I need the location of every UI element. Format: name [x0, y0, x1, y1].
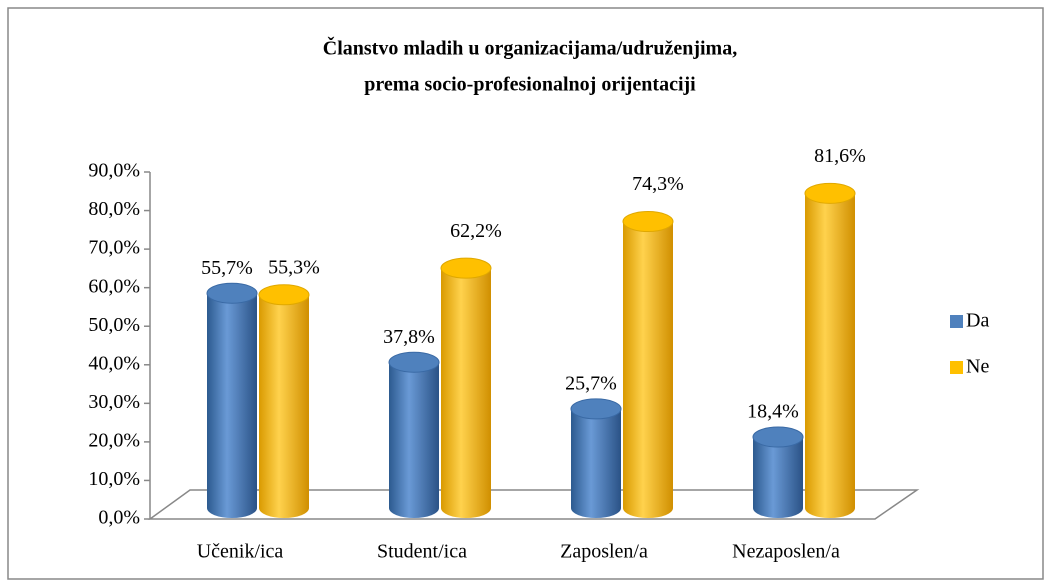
bar	[207, 293, 257, 518]
x-tick-label: Zaposlen/a	[560, 541, 648, 563]
bar	[571, 408, 621, 518]
value-label: 18,4%	[747, 401, 799, 423]
bar	[623, 221, 673, 518]
bar-top	[388, 351, 440, 373]
value-label: 25,7%	[565, 373, 617, 395]
bar-top	[752, 426, 804, 448]
bar-top	[622, 211, 674, 233]
legend-swatch	[950, 361, 963, 374]
floor	[147, 489, 920, 520]
y-tick-label: 20,0%	[88, 429, 140, 451]
bar	[441, 268, 491, 518]
x-tick-label: Učenik/ica	[197, 541, 284, 563]
legend-label: Da	[966, 310, 989, 332]
bar	[805, 193, 855, 519]
chart-title: Članstvo mladih u organizacijama/udružen…	[323, 36, 737, 60]
x-tick-label: Student/ica	[377, 541, 467, 563]
bar-top	[206, 282, 258, 304]
value-label: 74,3%	[632, 173, 684, 195]
bar-top	[804, 182, 856, 204]
bar-top	[440, 257, 492, 279]
value-label: 81,6%	[814, 145, 866, 167]
chart-title: prema socio-profesionalnoj orijentaciji	[364, 74, 696, 96]
y-tick-label: 90,0%	[88, 160, 140, 182]
bar-top	[570, 398, 622, 420]
legend-label: Ne	[966, 356, 989, 378]
y-tick-label: 40,0%	[88, 352, 140, 374]
bar	[753, 437, 803, 518]
y-tick-label: 0,0%	[98, 507, 140, 529]
y-tick-label: 10,0%	[88, 468, 140, 490]
y-tick-label: 70,0%	[88, 237, 140, 259]
legend-swatch	[950, 315, 963, 328]
y-tick-label: 50,0%	[88, 314, 140, 336]
value-label: 62,2%	[450, 220, 502, 242]
value-label: 55,3%	[268, 256, 320, 278]
bar	[259, 294, 309, 518]
y-tick-label: 60,0%	[88, 275, 140, 297]
x-tick-label: Nezaposlen/a	[732, 541, 840, 563]
y-tick-label: 30,0%	[88, 391, 140, 413]
bar-top	[258, 284, 310, 306]
frame	[7, 7, 1044, 580]
value-label: 37,8%	[383, 326, 435, 348]
bar	[389, 362, 439, 518]
y-tick-label: 80,0%	[88, 198, 140, 220]
value-label: 55,7%	[201, 257, 253, 279]
